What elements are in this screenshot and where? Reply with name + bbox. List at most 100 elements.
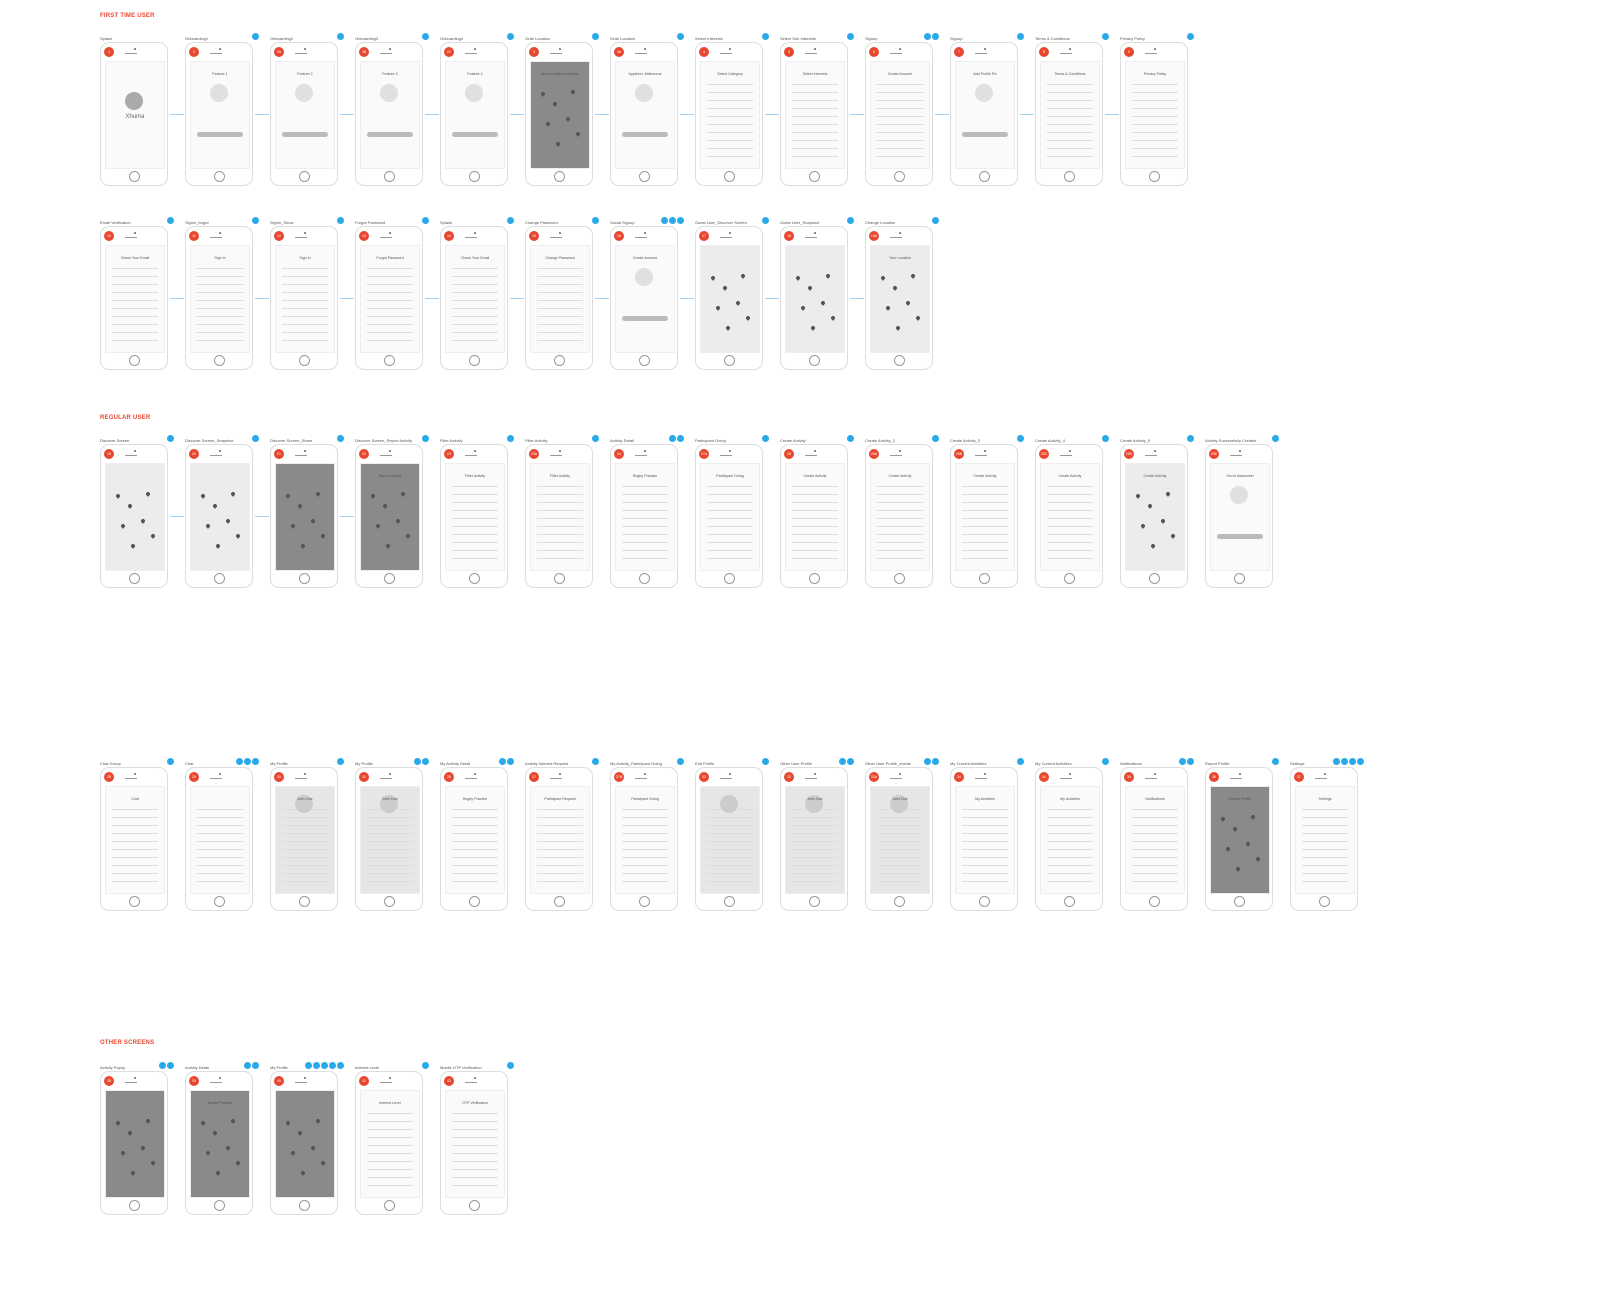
annotation-marker [337, 435, 344, 442]
placeholder-line [877, 156, 923, 157]
home-button[interactable] [1149, 896, 1160, 907]
home-button[interactable] [894, 171, 905, 182]
home-button[interactable] [554, 573, 565, 584]
placeholder-line [707, 526, 753, 527]
home-button[interactable] [1149, 171, 1160, 182]
placeholder-line [452, 1185, 498, 1186]
home-button[interactable] [129, 896, 140, 907]
home-button[interactable] [979, 573, 990, 584]
home-button[interactable] [1234, 896, 1245, 907]
home-button[interactable] [1064, 573, 1075, 584]
placeholder-line [962, 881, 1008, 882]
map-pin-icon [205, 523, 211, 529]
speaker-icon [1145, 455, 1157, 456]
home-button[interactable] [894, 573, 905, 584]
home-button[interactable] [554, 355, 565, 366]
home-button[interactable] [1064, 896, 1075, 907]
phone-frame: 25E You're Awesome! [1205, 444, 1273, 588]
home-button[interactable] [469, 355, 480, 366]
placeholder-line [282, 332, 328, 333]
home-button[interactable] [384, 171, 395, 182]
flow-arrow [935, 114, 949, 115]
placeholder-line [707, 140, 753, 141]
home-button[interactable] [129, 355, 140, 366]
screen-heading: Sign In [214, 256, 226, 260]
annotation-marker [677, 33, 684, 40]
home-button[interactable] [639, 171, 650, 182]
home-button[interactable] [639, 355, 650, 366]
home-button[interactable] [469, 896, 480, 907]
home-button[interactable] [724, 171, 735, 182]
home-button[interactable] [979, 896, 990, 907]
home-button[interactable] [894, 896, 905, 907]
screen-heading: Feature 2 [297, 72, 313, 76]
home-button[interactable] [384, 573, 395, 584]
home-button[interactable] [639, 896, 650, 907]
home-button[interactable] [469, 1200, 480, 1211]
home-button[interactable] [809, 573, 820, 584]
home-button[interactable] [299, 573, 310, 584]
placeholder-line [537, 486, 583, 487]
placeholder-line [1132, 849, 1178, 850]
placeholder-line [622, 510, 668, 511]
screen-number-badge: 39 [189, 1076, 199, 1086]
home-button[interactable] [724, 896, 735, 907]
home-button[interactable] [129, 171, 140, 182]
home-button[interactable] [129, 573, 140, 584]
placeholder-line [452, 825, 498, 826]
home-button[interactable] [554, 896, 565, 907]
home-button[interactable] [979, 171, 990, 182]
placeholder-line [537, 857, 583, 858]
placeholder-line [1047, 809, 1093, 810]
annotation-marker [167, 435, 174, 442]
placeholder-line [877, 526, 923, 527]
placeholder-line [707, 881, 753, 882]
home-button[interactable] [214, 573, 225, 584]
placeholder-line [452, 558, 498, 559]
home-button[interactable] [299, 1200, 310, 1211]
screen-content: Filter Activity [445, 463, 505, 571]
home-button[interactable] [1064, 171, 1075, 182]
screen-title: Change Location [865, 220, 896, 225]
home-button[interactable] [724, 573, 735, 584]
placeholder-line [877, 518, 923, 519]
home-button[interactable] [639, 573, 650, 584]
camera-icon [984, 48, 986, 50]
home-button[interactable] [299, 355, 310, 366]
home-button[interactable] [299, 896, 310, 907]
screen-content: Feature 4 [445, 61, 505, 169]
home-button[interactable] [214, 1200, 225, 1211]
map-pin-icon [225, 518, 231, 524]
phone-frame: 22 Report Activity [355, 444, 423, 588]
home-button[interactable] [469, 573, 480, 584]
home-button[interactable] [724, 355, 735, 366]
screen-number-badge: 30 [274, 772, 284, 782]
home-button[interactable] [894, 355, 905, 366]
home-button[interactable] [384, 1200, 395, 1211]
home-button[interactable] [214, 171, 225, 182]
home-button[interactable] [1149, 573, 1160, 584]
home-button[interactable] [809, 896, 820, 907]
home-button[interactable] [384, 896, 395, 907]
placeholder-line [877, 558, 923, 559]
home-button[interactable] [809, 355, 820, 366]
home-button[interactable] [809, 171, 820, 182]
home-button[interactable] [554, 171, 565, 182]
map-pin-icon [915, 315, 921, 321]
screen-number-badge: 22 [359, 449, 369, 459]
home-button[interactable] [214, 355, 225, 366]
home-button[interactable] [299, 171, 310, 182]
placeholder-line [282, 865, 328, 866]
home-button[interactable] [214, 896, 225, 907]
map-pin-icon [740, 273, 746, 279]
home-button[interactable] [1319, 896, 1330, 907]
map-pin-icon [735, 300, 741, 306]
home-button[interactable] [129, 1200, 140, 1211]
home-button[interactable] [469, 171, 480, 182]
annotation-marker [762, 33, 769, 40]
home-button[interactable] [1234, 573, 1245, 584]
home-button[interactable] [384, 355, 395, 366]
placeholder-line [1047, 132, 1093, 133]
placeholder-line [792, 92, 838, 93]
annotation-marker [507, 33, 514, 40]
